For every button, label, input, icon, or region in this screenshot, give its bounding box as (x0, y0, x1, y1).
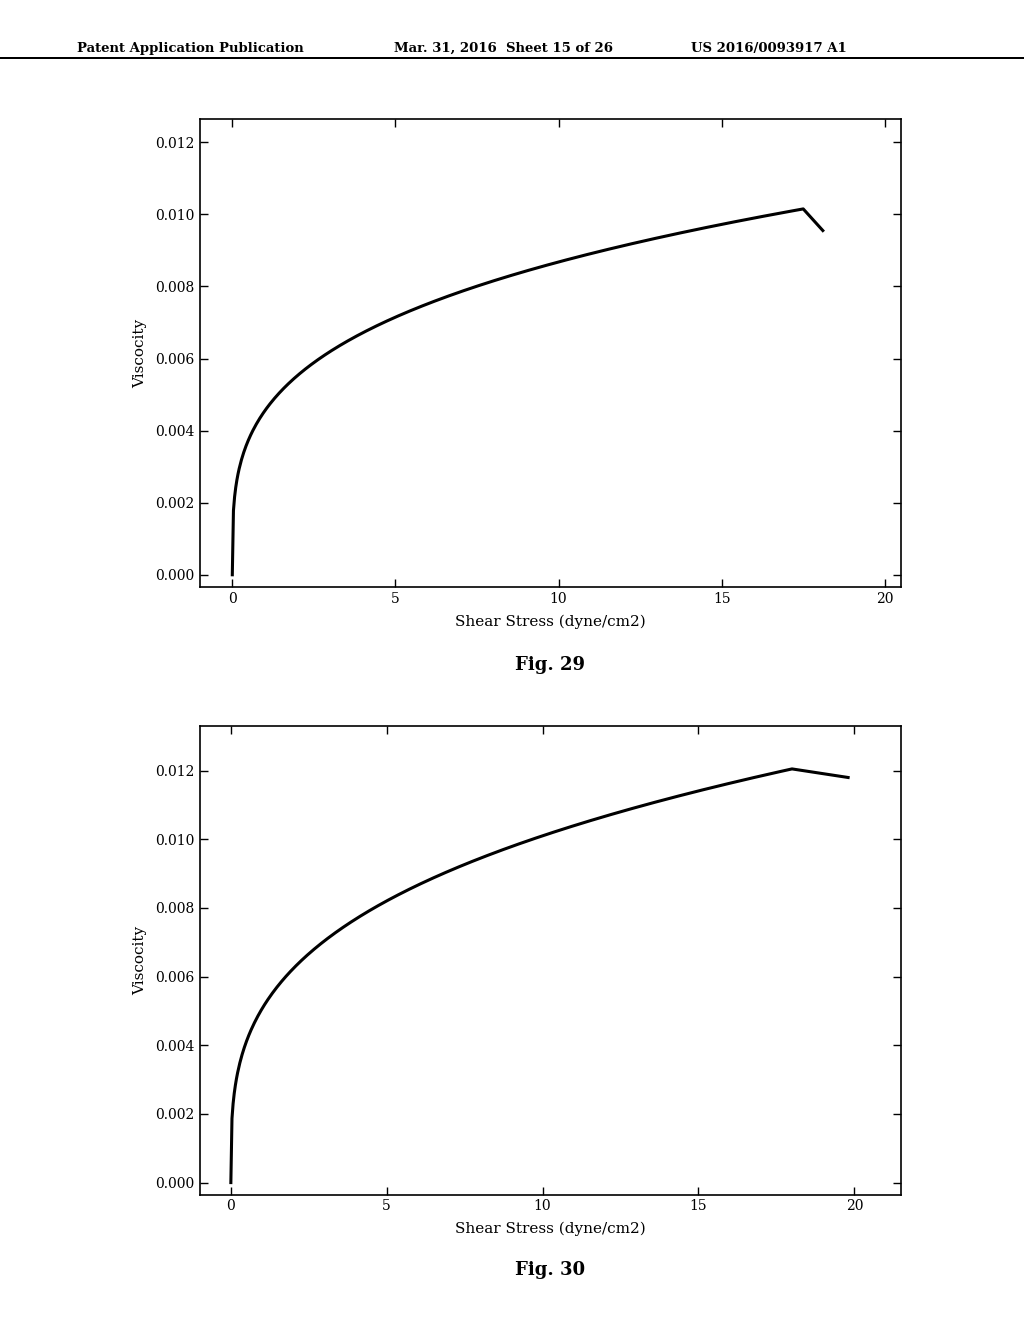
X-axis label: Shear Stress (dyne/cm2): Shear Stress (dyne/cm2) (455, 1222, 646, 1237)
Y-axis label: Viscocity: Viscocity (133, 318, 147, 388)
Y-axis label: Viscocity: Viscocity (133, 925, 147, 995)
X-axis label: Shear Stress (dyne/cm2): Shear Stress (dyne/cm2) (455, 615, 646, 630)
Text: Mar. 31, 2016  Sheet 15 of 26: Mar. 31, 2016 Sheet 15 of 26 (394, 42, 613, 55)
Text: US 2016/0093917 A1: US 2016/0093917 A1 (691, 42, 847, 55)
Text: Patent Application Publication: Patent Application Publication (77, 42, 303, 55)
Text: Fig. 29: Fig. 29 (515, 656, 585, 675)
Text: Fig. 30: Fig. 30 (515, 1261, 585, 1279)
